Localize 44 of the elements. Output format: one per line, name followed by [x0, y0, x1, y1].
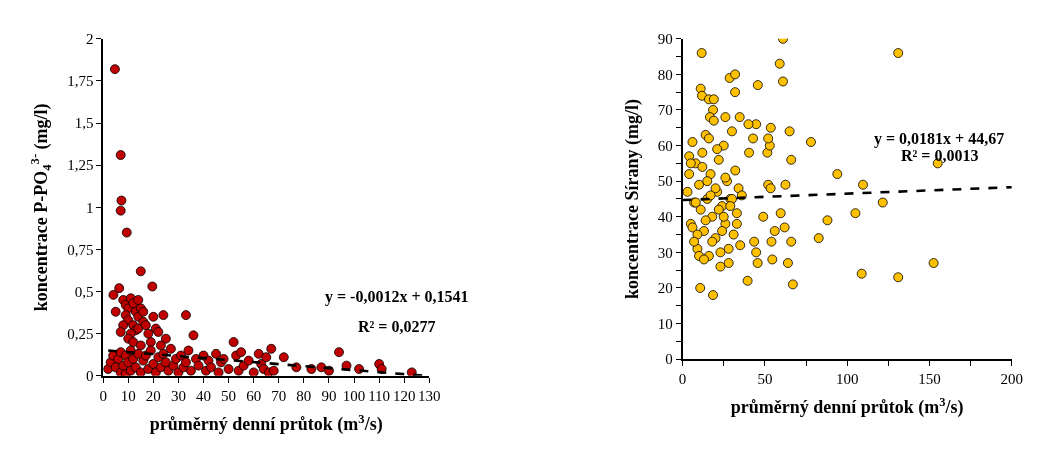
annotation: R² = 0,0277 [358, 318, 436, 335]
x-tick-label: 20 [145, 387, 161, 404]
x-tick-label: 0 [678, 370, 687, 387]
annotation: R² = 0,0013 [901, 147, 979, 164]
x-tick-label: 70 [271, 387, 287, 404]
y-tick-label: 0,25 [67, 325, 94, 342]
y-tick-label: 1 [85, 199, 94, 216]
y-tick-label: 2 [85, 31, 94, 48]
x-tick-label: 150 [918, 370, 941, 387]
x-tick-label: 50 [221, 387, 237, 404]
y-tick-label: 0,5 [74, 283, 94, 300]
x-axis-title: průměrný denní průtok (m$^{3}$/s) [730, 394, 964, 419]
x-tick-label: 30 [170, 387, 186, 404]
x-tick-label: 90 [321, 387, 337, 404]
x-tick-label: 100 [342, 387, 366, 404]
y-tick-label: 50 [657, 173, 673, 190]
x-tick-label: 100 [835, 370, 859, 387]
x-axis-title: průměrný denní průtok (m$^{3}$/s) [149, 411, 383, 436]
y-tick-label: 0 [665, 351, 673, 368]
y-tick-label: 10 [657, 315, 673, 332]
x-tick-label: 130 [418, 387, 441, 404]
y-tick-label: 1,5 [74, 115, 94, 132]
annotation: y = 0,0181x + 44,67 [874, 130, 1005, 148]
x-tick-label: 110 [368, 387, 391, 404]
y-tick-label: 60 [657, 137, 673, 154]
x-tick-label: 10 [120, 387, 136, 404]
y-tick-label: 0,75 [67, 241, 94, 258]
annotation: y = -0,0012x + 0,1541 [325, 288, 469, 306]
x-tick-label: 120 [392, 387, 416, 404]
y-tick-label: 40 [657, 209, 673, 226]
x-tick-label: 40 [196, 387, 211, 404]
y-tick-label: 20 [657, 280, 673, 297]
y-tick-label: 70 [657, 102, 673, 119]
x-tick-label: 200 [1000, 370, 1024, 387]
x-tick-label: 80 [296, 387, 312, 404]
y-tick-label: 1,75 [67, 73, 94, 90]
x-tick-label: 0 [99, 387, 107, 404]
y-tick-label: 80 [657, 66, 673, 83]
y-axis-title: koncentrace Sírany (mg/l) [621, 98, 643, 299]
x-tick-label: 60 [246, 387, 262, 404]
y-tick-label: 90 [657, 31, 673, 48]
x-tick-label: 50 [757, 370, 773, 387]
y-tick-label: 30 [657, 244, 673, 261]
y-tick-label: 1,25 [67, 157, 94, 174]
